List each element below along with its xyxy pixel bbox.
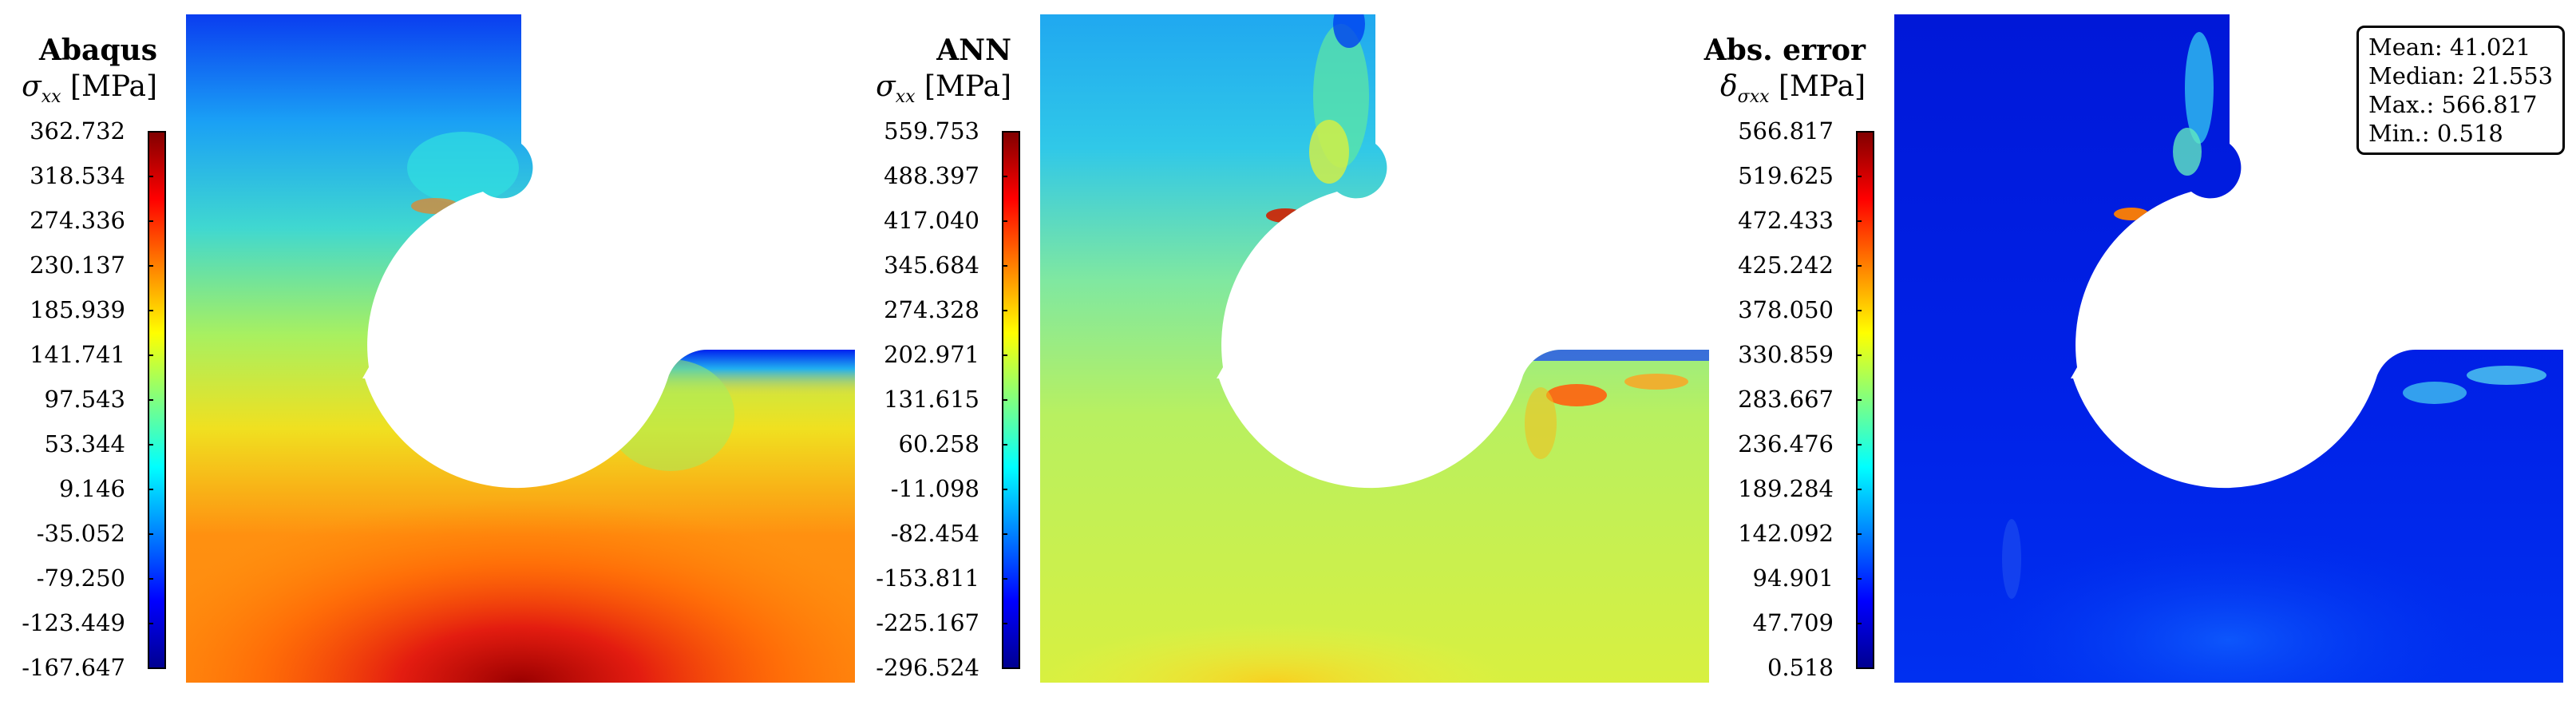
colorbar-tick-label: 202.971 [884,341,979,368]
colorbar-tick-label: 274.328 [884,296,979,323]
colorbar-tick-label: 362.732 [30,117,125,145]
colorbar-tick-label: 60.258 [898,430,979,457]
abaqus-field [186,14,855,683]
colorbar-tick-label: -123.449 [22,609,125,636]
colorbar-tick-label: 236.476 [1738,430,1834,457]
colorbar-tick-label: 131.615 [884,386,979,413]
error-title: Abs. error [1703,34,1866,67]
stats-mean: Mean: 41.021 [2368,34,2531,61]
colorbar-tick-label: 141.741 [30,341,125,368]
quantity-subscript: xx [41,87,61,107]
colorbar-tick-label: 189.284 [1738,475,1834,502]
colorbar-tick-label: -225.167 [876,609,979,636]
error-stats-box: Mean: 41.021 Median: 21.553 Max.: 566.81… [2356,26,2566,155]
quantity-symbol: δ [1719,70,1738,103]
quantity-symbol: σ [22,70,42,103]
colorbar-tick-label: -79.250 [36,564,125,592]
colorbar-tick-label: 230.137 [30,251,125,279]
abaqus-title: Abaqus [38,34,157,67]
quantity-unit: [MPa] [69,70,157,103]
colorbar-tick-label: 488.397 [884,162,979,189]
ann-quantity-label: σxx [MPa] [876,70,1011,107]
abaqus-quantity-label: σxx [MPa] [22,70,157,107]
ann-colorbar [1002,131,1020,669]
error-quantity-label: δσxx [MPa] [1720,70,1866,107]
colorbar-tick-label: -82.454 [890,520,979,547]
stats-min: Min.: 0.518 [2368,120,2503,147]
error-colorbar [1856,131,1874,669]
quantity-unit: [MPa] [924,70,1011,103]
colorbar-tick-label: 97.543 [44,386,125,413]
colorbar-tick-label: 318.534 [30,162,125,189]
colorbar-tick-label: 185.939 [30,296,125,323]
colorbar-tick-label: 274.336 [30,207,125,234]
quantity-subscript: σxx [1737,87,1770,107]
colorbar-tick-label: 345.684 [884,251,979,279]
ann-title: ANN [936,34,1011,67]
stats-max: Max.: 566.817 [2368,91,2538,118]
colorbar-tick-label: -153.811 [876,564,979,592]
colorbar-tick-label: -35.052 [36,520,125,547]
colorbar-tick-label: 47.709 [1752,609,1834,636]
colorbar-tick-label: -296.524 [876,654,979,681]
colorbar-tick-label: 519.625 [1738,162,1834,189]
quantity-subscript: xx [895,87,916,107]
colorbar-tick-label: 425.242 [1738,251,1834,279]
colorbar-tick-label: 417.040 [884,207,979,234]
stats-median: Median: 21.553 [2368,62,2554,89]
colorbar-tick-label: 53.344 [44,430,125,457]
quantity-unit: [MPa] [1778,70,1866,103]
colorbar-tick-label: 559.753 [884,117,979,145]
colorbar-tick-label: 0.518 [1767,654,1834,681]
colorbar-tick-label: 9.146 [58,475,125,502]
colorbar-tick-label: -11.098 [890,475,979,502]
colorbar-tick-label: 330.859 [1738,341,1834,368]
abaqus-colorbar [148,131,166,669]
colorbar-tick-label: 142.092 [1738,520,1834,547]
quantity-symbol: σ [876,70,896,103]
colorbar-tick-label: 378.050 [1738,296,1834,323]
colorbar-tick-label: 283.667 [1738,386,1834,413]
colorbar-tick-label: 472.433 [1738,207,1834,234]
colorbar-tick-label: 566.817 [1738,117,1834,145]
colorbar-tick-label: 94.901 [1752,564,1834,592]
ann-field [1040,14,1709,683]
colorbar-tick-label: -167.647 [22,654,125,681]
